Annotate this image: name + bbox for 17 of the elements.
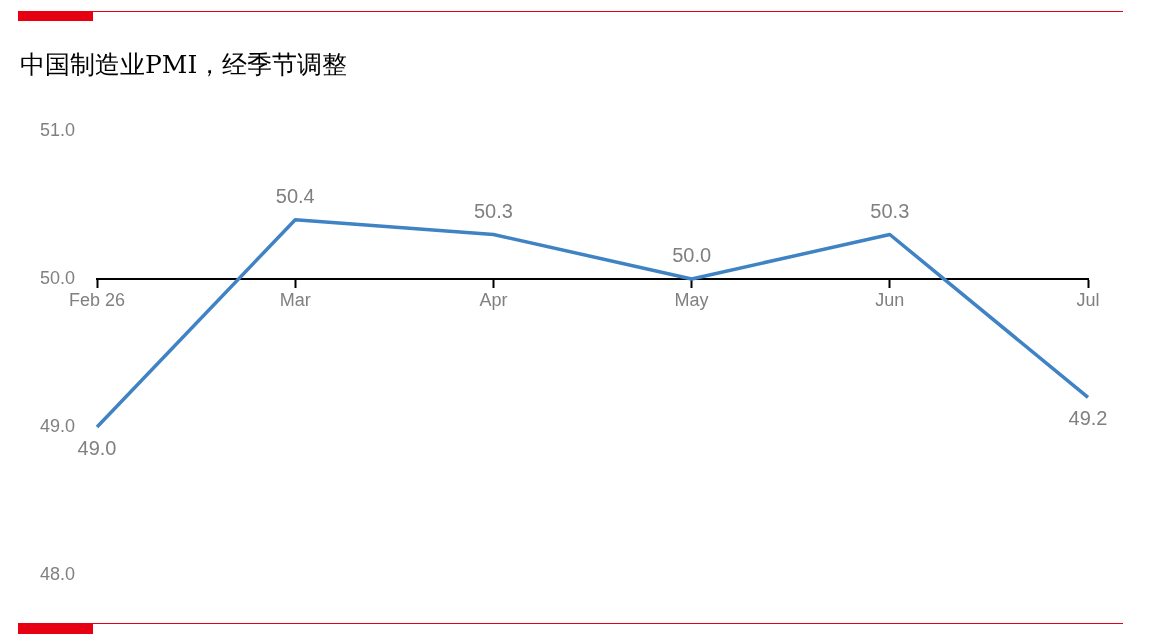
- y-tick-label: 48.0: [39, 564, 76, 585]
- x-tick-label: Mar: [279, 289, 311, 310]
- data-label: 49.0: [77, 436, 117, 459]
- x-tick-label: Apr: [479, 289, 508, 310]
- y-tick-label: 49.0: [39, 416, 76, 437]
- x-tick-label: Feb 26: [69, 289, 126, 310]
- x-tick-label: Jul: [1076, 289, 1100, 310]
- data-label: 50.0: [672, 244, 712, 267]
- data-label: 50.3: [870, 200, 910, 223]
- data-label: 49.2: [1068, 406, 1108, 429]
- y-tick-label: 50.0: [39, 267, 76, 288]
- x-tick-label: May: [674, 289, 709, 310]
- chart-title: 中国制造业PMI，经季节调整: [20, 49, 348, 81]
- data-label: 50.4: [275, 185, 315, 208]
- y-tick-label: 51.0: [39, 119, 76, 140]
- data-label: 50.3: [473, 200, 513, 223]
- x-tick-label: Jun: [875, 289, 905, 310]
